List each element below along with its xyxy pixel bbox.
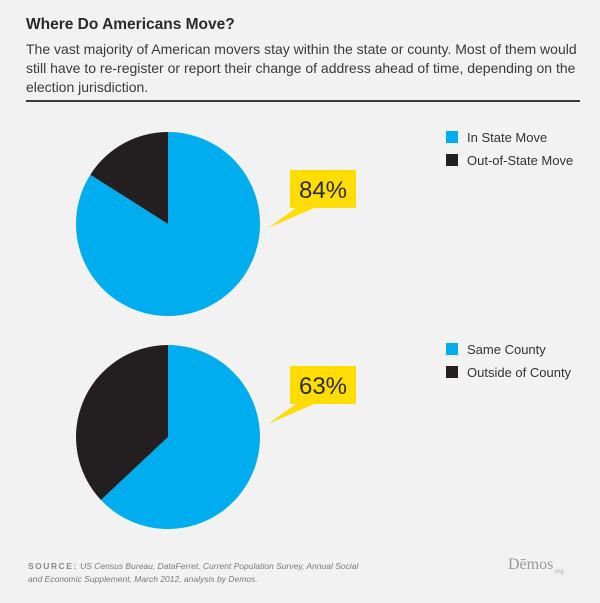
source-text: US Census Bureau, DataFerret, Current Po… xyxy=(28,561,359,584)
legend-swatch xyxy=(446,343,458,355)
brand-logo: Dēmos.org xyxy=(508,556,564,575)
pie-chart-state: In State Move Out-of-State Move 84% xyxy=(75,130,573,316)
callout-box xyxy=(268,170,356,228)
callout-value: 84% xyxy=(299,177,347,204)
brand-suffix: .org xyxy=(553,569,564,576)
pie-slice xyxy=(100,345,260,529)
callout-box xyxy=(268,366,356,424)
legend-label: In State Move xyxy=(467,130,547,145)
pie-slice xyxy=(75,132,260,316)
brand-name: Dēmos xyxy=(508,556,554,573)
legend-label: Out-of-State Move xyxy=(467,153,573,168)
legend-swatch xyxy=(446,366,458,378)
legend-label: Same County xyxy=(467,342,546,357)
chart-title: Where Do Americans Move? xyxy=(26,16,235,33)
pie-slice xyxy=(90,132,168,224)
legend-swatch xyxy=(446,131,458,143)
chart-subtitle: The vast majority of American movers sta… xyxy=(26,41,577,95)
source-label: SOURCE: xyxy=(28,561,78,571)
pie-slice xyxy=(75,344,168,500)
source-note: SOURCE: US Census Bureau, DataFerret, Cu… xyxy=(28,560,368,586)
legend-swatch xyxy=(446,154,458,166)
header-divider xyxy=(26,100,580,102)
callout-value: 63% xyxy=(299,373,347,400)
pie-chart-county: Same County Outside of County 63% xyxy=(75,342,572,529)
legend-label: Outside of County xyxy=(467,365,572,380)
